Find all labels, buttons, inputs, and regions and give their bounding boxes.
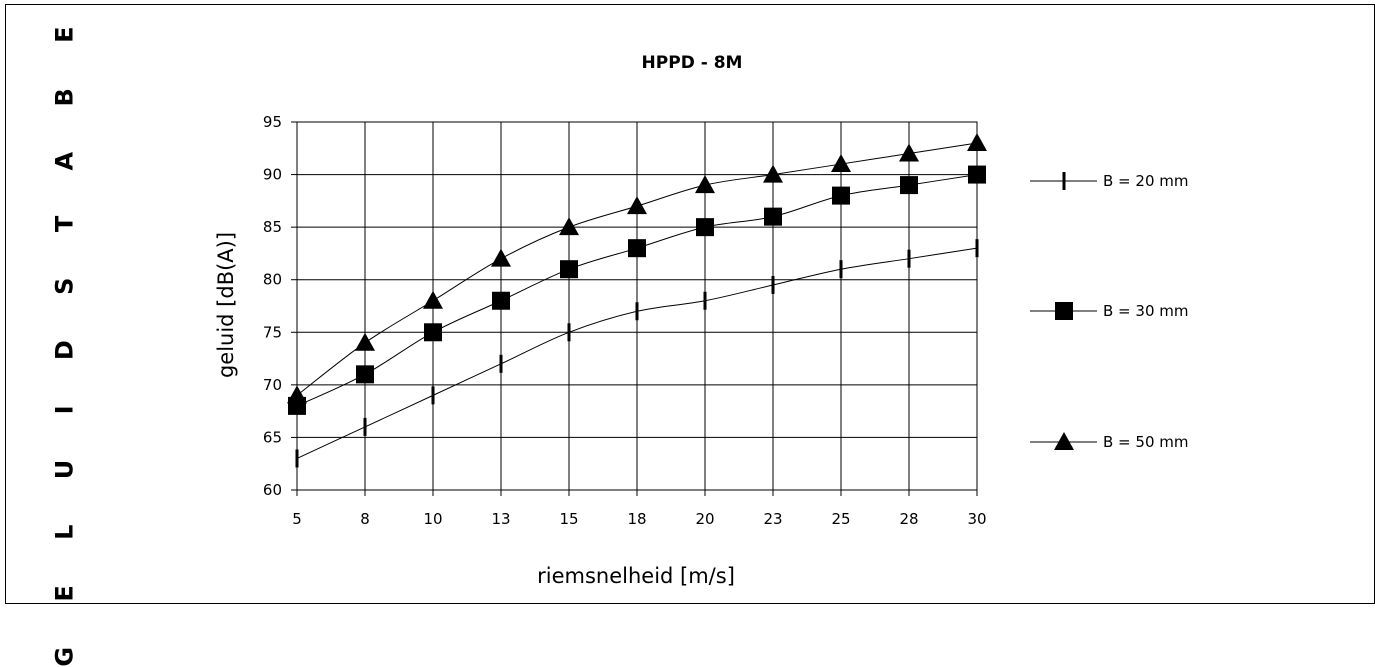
x-tick-label: 15 bbox=[559, 510, 578, 528]
legend-label: B = 50 mm bbox=[1103, 433, 1188, 451]
data-point-triangle bbox=[763, 164, 783, 183]
data-point-square bbox=[968, 165, 986, 184]
data-point-dash bbox=[295, 449, 299, 468]
legend: B = 20 mm B = 30 mm B = 50 mm bbox=[1030, 172, 1188, 451]
data-point-dash bbox=[703, 291, 707, 310]
legend-marker-triangle bbox=[1054, 432, 1074, 450]
chart-frame bbox=[5, 4, 1375, 604]
grid bbox=[291, 121, 978, 496]
data-point-square bbox=[356, 365, 374, 384]
x-tick-label: 18 bbox=[627, 510, 646, 528]
data-point-triangle bbox=[627, 196, 647, 215]
legend-marker-dash bbox=[1062, 172, 1066, 190]
data-point-dash bbox=[771, 275, 775, 294]
data-point-square bbox=[628, 239, 646, 258]
y-tick-label: 85 bbox=[263, 218, 282, 236]
y-axis-label: geluid [dB(A)] bbox=[214, 232, 238, 378]
data-point-triangle bbox=[491, 248, 511, 267]
x-tick-label: 13 bbox=[491, 510, 510, 528]
data-point-square bbox=[696, 218, 714, 237]
data-point-triangle bbox=[831, 154, 851, 173]
data-point-square bbox=[492, 291, 510, 310]
data-point-square bbox=[900, 176, 918, 195]
data-point-dash bbox=[839, 260, 843, 279]
plot-area bbox=[296, 121, 978, 491]
data-point-triangle bbox=[287, 385, 307, 404]
data-point-dash bbox=[499, 354, 503, 373]
y-tick-label: 60 bbox=[263, 481, 282, 499]
data-point-triangle bbox=[559, 217, 579, 236]
x-tick-labels: 5 8 10 13 15 18 20 23 25 28 30 bbox=[292, 510, 986, 528]
legend-label: B = 30 mm bbox=[1103, 302, 1188, 320]
chart: HPPD - 8M 5 8 10 13 15 18 20 23 25 28 30 60 65 70 75 8… bbox=[214, 53, 1188, 588]
data-point-dash bbox=[431, 386, 435, 405]
data-point-dash bbox=[363, 417, 367, 436]
x-tick-label: 30 bbox=[967, 510, 986, 528]
data-point-dash bbox=[567, 323, 571, 342]
y-tick-label: 95 bbox=[263, 113, 282, 131]
x-tick-label: 10 bbox=[423, 510, 442, 528]
x-tick-label: 8 bbox=[360, 510, 370, 528]
data-point-dash bbox=[635, 302, 639, 321]
legend-label: B = 20 mm bbox=[1103, 172, 1188, 190]
data-point-dash bbox=[975, 239, 979, 258]
data-point-triangle bbox=[967, 133, 987, 152]
y-tick-label: 90 bbox=[263, 166, 282, 184]
data-point-square bbox=[424, 323, 442, 342]
data-point-triangle bbox=[423, 290, 443, 309]
y-tick-label: 70 bbox=[263, 376, 282, 394]
data-point-dash bbox=[907, 249, 911, 268]
data-point-triangle bbox=[355, 332, 375, 351]
data-point-square bbox=[560, 260, 578, 279]
chart-title: HPPD - 8M bbox=[642, 53, 743, 73]
x-tick-label: 20 bbox=[695, 510, 714, 528]
y-tick-label: 75 bbox=[263, 323, 282, 341]
x-tick-label: 5 bbox=[292, 510, 302, 528]
y-tick-label: 80 bbox=[263, 271, 282, 289]
data-point-triangle bbox=[695, 175, 715, 194]
x-tick-label: 23 bbox=[763, 510, 782, 528]
data-point-square bbox=[764, 207, 782, 226]
x-axis-label: riemsnelheid [m/s] bbox=[537, 564, 735, 588]
data-point-triangle bbox=[899, 143, 919, 162]
y-tick-label: 65 bbox=[263, 428, 282, 446]
x-tick-label: 28 bbox=[899, 510, 918, 528]
y-tick-labels: 60 65 70 75 80 85 90 95 bbox=[263, 113, 282, 499]
legend-marker-square bbox=[1055, 302, 1073, 320]
markers bbox=[287, 133, 987, 468]
x-tick-label: 25 bbox=[831, 510, 850, 528]
data-point-square bbox=[832, 186, 850, 205]
